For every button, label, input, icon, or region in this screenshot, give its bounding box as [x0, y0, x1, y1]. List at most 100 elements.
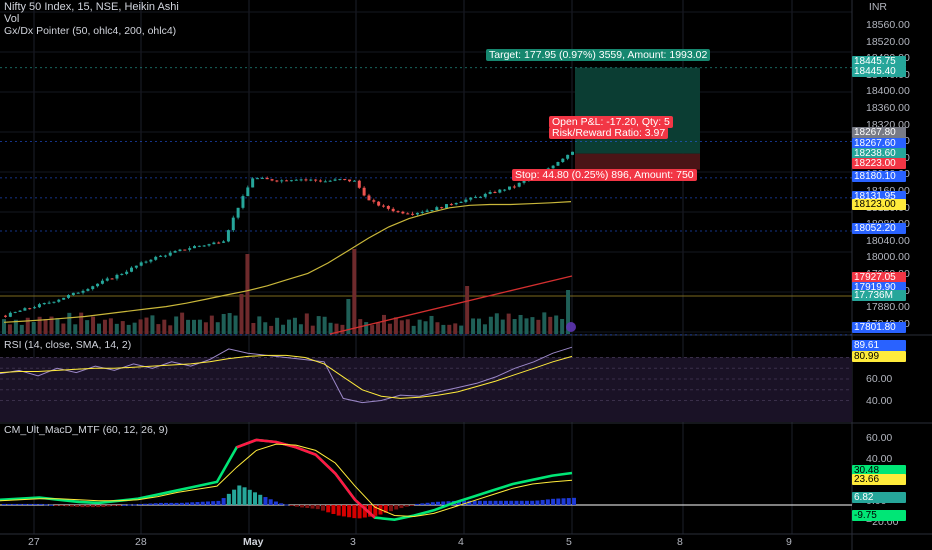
candle-body: [454, 202, 458, 205]
volume-bar: [25, 317, 30, 334]
candle-body: [13, 311, 17, 313]
volume-bar: [382, 314, 386, 334]
macd-hist-bar: [137, 504, 142, 506]
volume-bar: [186, 319, 191, 334]
macd-hist-bar: [483, 500, 488, 505]
rsi-value-label: 80.99: [852, 351, 906, 362]
price-value-label: 17801.80: [852, 322, 906, 333]
macd-hist-bar: [273, 501, 278, 505]
candle-body: [260, 177, 264, 179]
macd-hist-bar: [85, 505, 90, 508]
macd-hist-bar: [566, 498, 571, 505]
time-tick: 5: [566, 536, 572, 548]
candle-body: [488, 191, 492, 194]
candle-body: [386, 205, 390, 209]
volume-bar: [49, 316, 54, 334]
time-tick: 9: [786, 536, 792, 548]
candle-body: [571, 151, 574, 155]
price-axis[interactable]: 18560.0018520.0018480.0018440.0018400.00…: [852, 0, 932, 334]
volume-bar: [322, 316, 327, 334]
candle-body: [202, 245, 206, 247]
candle-body: [226, 230, 230, 242]
macd-hist-bar: [69, 505, 74, 507]
candle-body: [435, 207, 439, 211]
candle-body: [130, 267, 133, 272]
candle-body: [406, 213, 410, 215]
macd-hist-bar: [33, 503, 38, 505]
volume-bar: [459, 325, 464, 334]
volume-bar: [352, 249, 357, 334]
candle-body: [33, 307, 37, 309]
macd-hist-bar: [75, 505, 80, 507]
price-value-label: 18180.10: [852, 171, 906, 182]
macd-hist-bar: [96, 505, 101, 508]
macd-hist-bar: [12, 503, 17, 505]
volume-bar: [138, 319, 143, 334]
candle-body: [566, 154, 570, 159]
candle-body: [319, 180, 322, 182]
candle-body: [411, 213, 415, 215]
stop-label[interactable]: Stop: 44.80 (0.25%) 896, Amount: 750: [512, 169, 697, 181]
candle-body: [352, 180, 356, 182]
candle-body: [483, 193, 487, 197]
candle-body: [556, 161, 560, 166]
macd-legend[interactable]: CM_Ult_MacD_MTF (60, 12, 26, 9): [4, 424, 168, 436]
rsi-legend[interactable]: RSI (14, close, SMA, 14, 2): [4, 339, 132, 351]
volume-bar: [334, 323, 339, 334]
candle-body: [120, 273, 124, 275]
candle-body: [420, 211, 424, 213]
macd-hist-bar: [185, 502, 190, 505]
candle-body: [425, 210, 429, 212]
candle-body: [256, 178, 259, 180]
macd-hist-bar: [467, 500, 472, 505]
symbol-title[interactable]: Nifty 50 Index, 15, NSE, Heikin Ashi: [4, 1, 179, 13]
macd-hist-bar: [462, 500, 467, 505]
macd-hist-bar: [127, 504, 132, 506]
volume-bar: [126, 324, 131, 334]
macd-hist-bar: [315, 505, 320, 510]
macd-hist-bar: [540, 499, 545, 505]
volume-bar: [524, 318, 529, 334]
volume-bar: [162, 319, 167, 334]
candle-body: [285, 180, 289, 182]
volume-bar: [423, 321, 428, 334]
volume-bar: [91, 316, 96, 334]
volume-bar: [477, 318, 481, 334]
candle-body: [52, 301, 56, 303]
rsi-axis[interactable]: 60.00 40.00 89.61 80.99: [852, 336, 932, 422]
open-pnl-label[interactable]: Open P&L: -17.20, Qty: 5: [549, 116, 673, 128]
time-axis[interactable]: 27 28 May 3 4 5 8 9: [0, 534, 852, 550]
candle-body: [96, 283, 100, 287]
macd-axis[interactable]: 60.0040.0020.000.00−20.0030.4823.666.820…: [852, 424, 932, 534]
candle-body: [86, 289, 90, 291]
volume-bar: [287, 319, 291, 334]
macd-hist-bar: [409, 505, 414, 506]
volume-bar: [376, 322, 381, 334]
candle-body: [459, 201, 463, 203]
gx-dx-legend[interactable]: Gx/Dx Pointer (50, ohlc4, 200, ohlc4): [4, 25, 177, 37]
volume-bar: [316, 316, 321, 334]
macd-hist-bar: [148, 503, 153, 505]
macd-hist-bar: [200, 501, 205, 505]
candle-body: [299, 179, 303, 181]
volume-bar: [233, 315, 238, 334]
macd-hist-bar: [205, 501, 210, 505]
macd-value-label: 30.48: [852, 465, 906, 476]
macd-hist-bar: [535, 500, 540, 505]
volume-bar: [197, 319, 202, 334]
candle-body: [551, 165, 555, 169]
candle-body: [188, 248, 192, 250]
macd-hist-bar: [493, 500, 498, 505]
price-value-label: 18131.95: [852, 191, 906, 202]
price-tick: 18400.00: [866, 85, 910, 98]
price-value-label: 18223.00: [852, 158, 906, 169]
target-label[interactable]: Target: 177.95 (0.97%) 3559, Amount: 199…: [486, 49, 711, 61]
volume-bar: [453, 323, 458, 334]
volume-bar: [245, 254, 250, 334]
macd-hist-bar: [132, 504, 137, 506]
volume-bar: [304, 313, 309, 334]
volume-legend[interactable]: Vol: [4, 13, 20, 25]
risk-reward-label[interactable]: Risk/Reward Ratio: 3.97: [549, 127, 669, 139]
price-value-label: 17919.90: [852, 282, 906, 293]
